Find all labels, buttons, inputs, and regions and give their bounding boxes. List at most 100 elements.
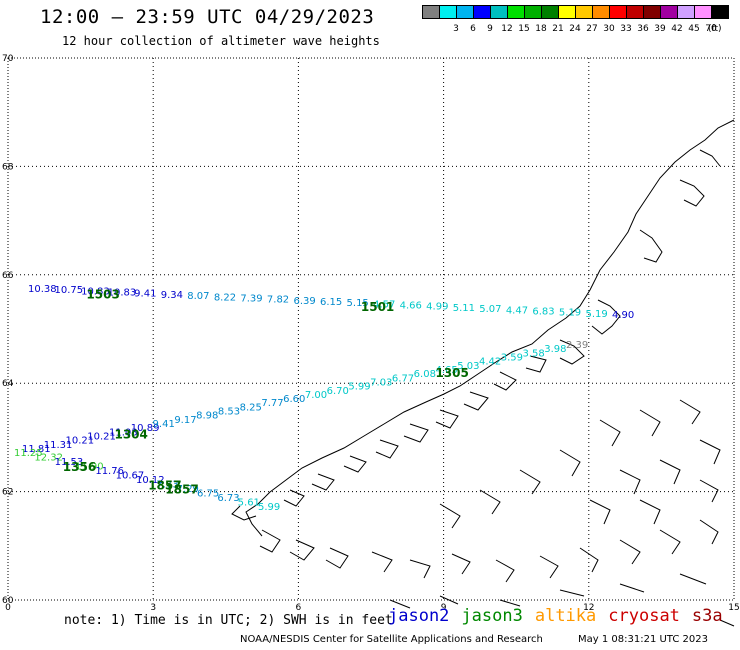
coast-segment [619, 469, 641, 495]
axis-ticks: 70 68 66 64 62 600 3 6 9 12 15 [2, 54, 740, 613]
legend-label: 42 [671, 24, 683, 34]
wave-height-label: 6.08 [414, 369, 436, 380]
coast-segment [371, 551, 393, 573]
wave-height-label: 7.00 [305, 390, 327, 401]
wave-height-label: 8.98 [196, 411, 218, 422]
wave-height-label: 10.12 [136, 475, 165, 486]
pass-time-label: 1305 [435, 366, 468, 380]
wave-height-label: 4.42 [479, 357, 501, 368]
coast-segment [389, 599, 411, 609]
wave-height-label: 11.25 [14, 448, 43, 459]
wave-height-label: 5.99 [258, 502, 280, 513]
wave-height-label: 4.90 [612, 310, 634, 321]
wave-height-label: 10.83 [108, 288, 137, 299]
coast-segment [619, 583, 645, 593]
wave-height-label: 6.15 [320, 297, 342, 308]
legend-label: 27 [586, 24, 598, 34]
coast-segment [559, 589, 585, 597]
legend-label: 33 [620, 24, 632, 34]
wave-height-label: 7.39 [240, 293, 262, 304]
wave-height-label: 3.58 [522, 348, 544, 359]
lon-tick-label: 12 [583, 603, 594, 613]
coast-segment [679, 399, 701, 425]
coast-segment [659, 529, 681, 555]
satellite-cryosat: cryosat [608, 606, 680, 626]
wave-height-label: 6.60 [283, 394, 305, 405]
legend-label: 24 [569, 24, 581, 34]
wave-height-label: 6.39 [293, 296, 315, 307]
pass-time-label: 1503 [86, 288, 119, 302]
lon-tick-label: 9 [441, 603, 447, 613]
coast-segment [231, 505, 257, 521]
coast-segment [439, 595, 459, 605]
coast-segment [719, 619, 735, 627]
legend-swatch [711, 5, 729, 19]
wave-height-label: 10.67 [116, 471, 145, 482]
wave-height-label: 8.25 [240, 402, 262, 413]
wave-height-label: 10.21 [87, 432, 116, 443]
legend-label: 12 [501, 24, 513, 34]
legend-label: 21 [552, 24, 564, 34]
satellite-jason3: jason3 [461, 606, 523, 626]
wave-height-label: 9.41 [134, 289, 156, 300]
wave-height-label: 5.03 [457, 361, 479, 372]
wave-height-label: 4.57 [373, 299, 395, 310]
coast-segment [699, 149, 721, 167]
coast-segment [679, 179, 705, 207]
coast-segment [435, 409, 459, 429]
wave-height-label: 3.98 [544, 344, 566, 355]
pass-time-label: 1304 [114, 427, 147, 441]
coast-segment [639, 409, 661, 437]
wave-height-label: 2.39 [566, 340, 588, 351]
coast-segment [259, 529, 281, 553]
coast-segment [325, 547, 349, 569]
coast-segment [289, 539, 315, 561]
lat-tick-label: 64 [2, 379, 14, 389]
wave-height-label: 5.07 [479, 304, 501, 315]
legend-label: 18 [535, 24, 547, 34]
coast-segment [245, 119, 735, 537]
wave-height-label: 5.61 [238, 498, 260, 509]
lon-tick-label: 3 [150, 603, 156, 613]
legend-label: 3 [453, 24, 459, 34]
lon-tick-label: 6 [296, 603, 302, 613]
pass-time-label: 1501 [361, 300, 394, 314]
lat-tick-label: 62 [2, 488, 13, 498]
wave-height-label: 4.66 [400, 301, 422, 312]
pass-time-label: 1356 [63, 460, 96, 474]
wave-height-label: 7.73 [156, 480, 178, 491]
legend-label: 39 [654, 24, 666, 34]
coast-segment [699, 479, 719, 503]
wave-height-label: 8.22 [214, 292, 236, 303]
coast-segment [375, 439, 399, 459]
coast-segment [311, 473, 335, 491]
wave-height-label: 5.19 [585, 309, 607, 320]
coast-segment [591, 299, 621, 335]
wave-height-label: 11.53 [55, 457, 84, 468]
wave-height-label: 6.83 [532, 306, 554, 317]
wave-height-label: 5.19 [559, 308, 581, 319]
wave-height-label: 12.32 [34, 453, 63, 464]
legend-label: 36 [637, 24, 649, 34]
wave-height-label: 7.29 [177, 484, 199, 495]
wave-height-label: 11.90 [75, 462, 104, 473]
legend-label: 70 [705, 24, 717, 34]
coast-segment [679, 573, 707, 585]
legend-label: 30 [603, 24, 615, 34]
legend-label: 45 [688, 24, 700, 34]
coast-segment [493, 371, 517, 391]
coast-segment [343, 455, 367, 473]
pass-time-label: 1857 [165, 482, 198, 496]
wave-height-label: 11.76 [95, 466, 124, 477]
wave-height-label: 10.38 [28, 284, 57, 295]
wave-height-label: 9.41 [153, 419, 175, 430]
wave-height-label: 6.75 [197, 489, 219, 500]
wave-height-label: 7.03 [370, 377, 392, 388]
lon-tick-label: 15 [728, 603, 739, 613]
legend-label: 6 [470, 24, 476, 34]
coast-segment [463, 391, 489, 411]
wave-height-label: 5.15 [347, 298, 369, 309]
